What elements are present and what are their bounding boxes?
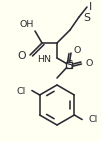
Text: O: O <box>86 59 93 67</box>
Text: S: S <box>83 13 90 23</box>
Text: O: O <box>73 45 80 55</box>
Bar <box>66 62 72 68</box>
Text: I: I <box>89 2 92 12</box>
Text: Cl: Cl <box>17 87 26 96</box>
Text: OH: OH <box>20 20 34 29</box>
Text: S: S <box>65 59 73 72</box>
Text: O: O <box>17 51 26 61</box>
Text: HN: HN <box>37 55 51 63</box>
Text: Cl: Cl <box>88 115 97 124</box>
